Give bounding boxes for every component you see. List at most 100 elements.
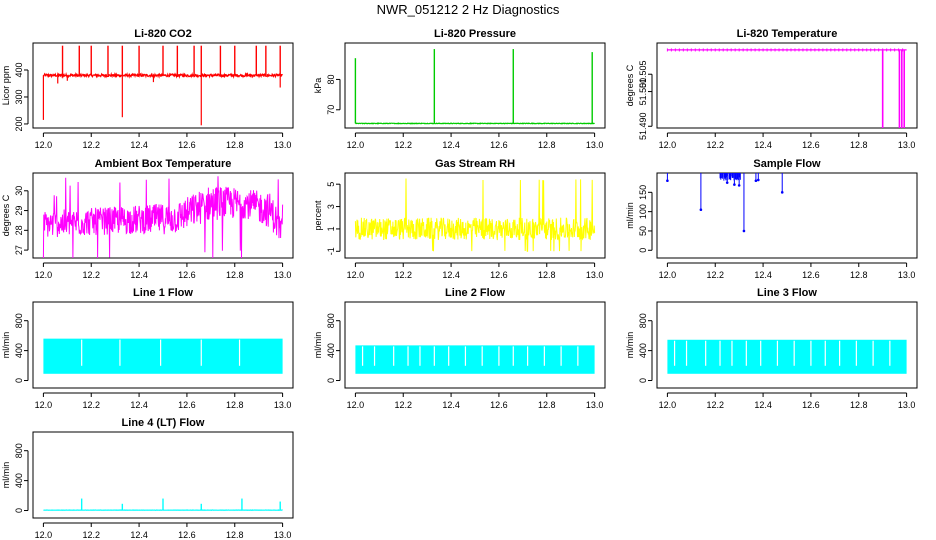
series-trace: [355, 345, 595, 374]
y-axis-label: percent: [313, 200, 323, 231]
plot-frame: [32, 431, 294, 519]
plot-frame: [656, 42, 918, 129]
x-tick-label: 13.0: [898, 400, 916, 410]
x-tick-label: 12.2: [394, 270, 412, 280]
plot-frame: [32, 172, 294, 259]
y-tick-label: 5: [326, 182, 336, 187]
y-axis-label: ml/min: [1, 332, 11, 359]
x-tick-label: 12.4: [130, 400, 148, 410]
y-axis-label: Licor ppm: [1, 66, 11, 106]
series-line: [354, 178, 596, 252]
y-tick-label: 0: [14, 508, 24, 513]
y-tick-label: 80: [326, 74, 336, 84]
plot-frame: [32, 301, 294, 389]
series-trace: [42, 176, 284, 259]
chart-title: Line 2 Flow: [445, 287, 505, 299]
x-tick-label: 12.4: [754, 140, 772, 150]
x-tick-label: 12.2: [706, 400, 724, 410]
y-tick-label: 400: [326, 343, 336, 358]
y-tick-label: 51.490: [638, 112, 648, 140]
x-tick-label: 12.8: [538, 400, 556, 410]
x-tick-label: 12.0: [35, 270, 53, 280]
x-tick-label: 12.0: [347, 400, 365, 410]
x-tick-label: 13.0: [586, 400, 604, 410]
x-tick-label: 12.0: [347, 270, 365, 280]
chart-title: Li-820 CO2: [134, 28, 191, 40]
y-tick-label: 150: [638, 185, 648, 200]
y-tick-label: 70: [326, 105, 336, 115]
y-axis-label: ml/min: [625, 202, 635, 229]
y-tick-label: 400: [14, 473, 24, 488]
x-tick-label: 12.6: [490, 270, 508, 280]
x-tick-label: 12.6: [802, 270, 820, 280]
series-band: [355, 345, 595, 374]
series-point: [742, 229, 746, 233]
series-trace: [354, 178, 596, 252]
x-tick-label: 12.0: [35, 530, 53, 540]
y-tick-label: 0: [638, 378, 648, 383]
x-tick-label: 12.8: [226, 400, 244, 410]
y-tick-label: 0: [14, 378, 24, 383]
series-point: [725, 181, 729, 184]
series-line: [42, 176, 284, 259]
x-tick-label: 13.0: [274, 140, 292, 150]
series-trace: [43, 338, 283, 374]
x-tick-label: 12.4: [754, 270, 772, 280]
chart-title: Gas Stream RH: [435, 158, 515, 170]
chart-panel: Line 2 Flow 12.0 12.2 12.4 12.6 12.8 13.0 0 400 8…: [313, 287, 606, 410]
y-axis-label: kPa: [313, 78, 323, 94]
x-tick-label: 12.6: [178, 400, 196, 410]
y-tick-label: 800: [14, 443, 24, 458]
x-tick-label: 12.8: [850, 270, 868, 280]
chart-panel: Li-820 Temperature 12.0 12.2 12.4 12.6 12.8 13…: [625, 28, 918, 150]
y-axis-label: degrees C: [625, 64, 635, 106]
chart-panel: Line 4 (LT) Flow 12.0 12.2 12.4 12.6 12.8 13.0…: [1, 417, 294, 540]
x-tick-label: 12.0: [347, 140, 365, 150]
chart-title: Line 4 (LT) Flow: [122, 417, 205, 429]
x-tick-label: 12.2: [706, 140, 724, 150]
chart-panel: Ambient Box Temperature 12.0 12.2 12.4 12.6 1…: [1, 158, 294, 280]
x-tick-label: 12.6: [178, 530, 196, 540]
plot-frame: [656, 301, 918, 389]
x-tick-label: 12.8: [226, 530, 244, 540]
y-tick-label: 28: [14, 225, 24, 235]
chart-panel: Gas Stream RH 12.0 12.2 12.4 12.6 12.8 13.0 -1 1…: [313, 158, 606, 280]
y-tick-label: 51.505: [638, 60, 648, 88]
x-tick-label: 13.0: [274, 530, 292, 540]
x-tick-label: 12.8: [850, 400, 868, 410]
x-tick-label: 13.0: [274, 400, 292, 410]
y-axis-label: degrees C: [1, 194, 11, 236]
x-tick-label: 12.8: [538, 270, 556, 280]
plot-frame: [344, 301, 606, 389]
x-tick-label: 12.6: [490, 140, 508, 150]
y-tick-label: 30: [14, 186, 24, 196]
series-band: [667, 339, 907, 374]
chart-panel: Line 1 Flow 12.0 12.2 12.4 12.6 12.8 13.0 0 400 8…: [1, 287, 294, 410]
x-tick-label: 12.0: [35, 140, 53, 150]
x-tick-label: 12.4: [130, 530, 148, 540]
series-point: [737, 184, 741, 187]
y-tick-label: 100: [638, 204, 648, 219]
y-tick-label: -1: [326, 247, 336, 255]
chart-title: Sample Flow: [753, 158, 821, 170]
series-point: [754, 179, 758, 183]
x-tick-label: 12.0: [659, 270, 677, 280]
page-title: NWR_051212 2 Hz Diagnostics: [376, 2, 560, 17]
x-tick-label: 12.4: [754, 400, 772, 410]
x-tick-label: 12.0: [659, 140, 677, 150]
y-tick-label: 0: [638, 248, 648, 253]
plot-frame: [656, 172, 918, 259]
x-tick-label: 12.2: [82, 530, 100, 540]
x-tick-label: 13.0: [898, 270, 916, 280]
x-tick-label: 13.0: [586, 140, 604, 150]
x-tick-label: 12.2: [82, 140, 100, 150]
series-trace: [42, 45, 283, 126]
y-tick-label: 3: [326, 204, 336, 209]
chart-panel: Line 3 Flow 12.0 12.2 12.4 12.6 12.8 13.0 0 400 8…: [625, 287, 918, 410]
x-tick-label: 13.0: [898, 140, 916, 150]
x-tick-label: 12.4: [130, 270, 148, 280]
x-tick-label: 12.2: [706, 270, 724, 280]
x-tick-label: 12.8: [850, 140, 868, 150]
series-point: [699, 208, 703, 212]
